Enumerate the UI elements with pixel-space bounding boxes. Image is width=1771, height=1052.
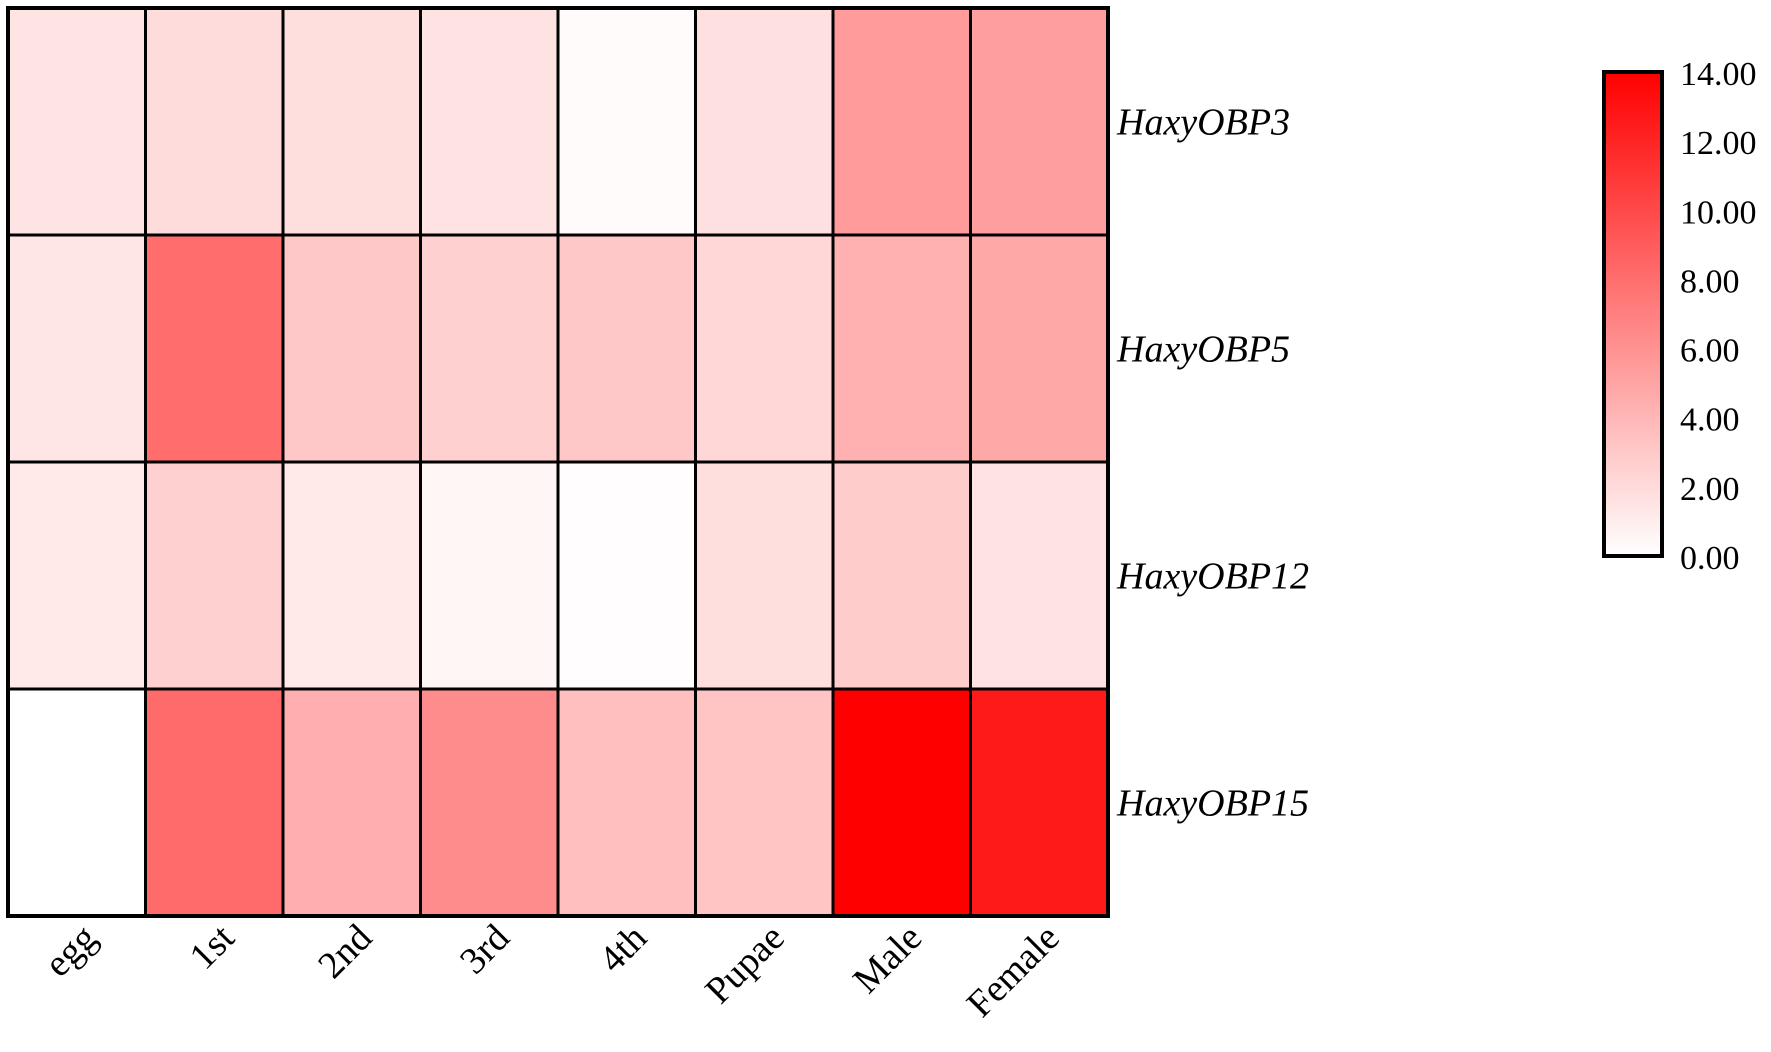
column-label: 3rd: [452, 917, 518, 983]
heatmap-cell-HaxyOBP15-3rd: [419, 687, 560, 918]
heatmap-cell-HaxyOBP5-egg: [6, 233, 147, 464]
color-scale-tick-label: 10.00: [1680, 194, 1757, 231]
color-scale-tick-label: 6.00: [1680, 333, 1740, 370]
heatmap-cell-HaxyOBP15-egg: [6, 687, 147, 918]
column-label: egg: [37, 917, 106, 986]
heatmap-cell-HaxyOBP12-1st: [144, 460, 285, 691]
color-scale-bar: [1602, 70, 1664, 558]
heatmap-cell-HaxyOBP12-2nd: [281, 460, 422, 691]
heatmap-cell-HaxyOBP3-2nd: [281, 6, 422, 237]
color-scale-tick-label: 2.00: [1680, 471, 1740, 508]
row-label: HaxyOBP15: [1116, 783, 1309, 825]
heatmap-cell-HaxyOBP12-Female: [969, 460, 1110, 691]
row-label: HaxyOBP5: [1116, 329, 1290, 371]
heatmap-cell-HaxyOBP12-egg: [6, 460, 147, 691]
column-labels: egg 1st 2nd 3rd 4th Pupae Male Female: [37, 916, 1068, 1025]
color-scale-tick-label: 8.00: [1680, 263, 1740, 300]
column-label: 2nd: [310, 917, 380, 987]
heatmap-cell-HaxyOBP15-4th: [556, 687, 697, 918]
heatmap-cell-HaxyOBP15-Male: [831, 687, 972, 918]
heatmap-cell-HaxyOBP3-egg: [6, 6, 147, 237]
heatmap-cell-HaxyOBP3-Male: [831, 6, 972, 237]
heatmap-cell-HaxyOBP3-4th: [556, 6, 697, 237]
row-labels: HaxyOBP3 HaxyOBP5 HaxyOBP12 HaxyOBP15: [1116, 102, 1309, 825]
heatmap-cell-HaxyOBP3-Pupae: [694, 6, 835, 237]
heatmap-cells: [6, 6, 1110, 918]
heatmap-cell-HaxyOBP5-Female: [969, 233, 1110, 464]
color-scale-tick-label: 14.00: [1680, 56, 1757, 93]
heatmap-cell-HaxyOBP5-4th: [556, 233, 697, 464]
heatmap-cell-HaxyOBP15-2nd: [281, 687, 422, 918]
heatmap-cell-HaxyOBP15-1st: [144, 687, 285, 918]
heatmap-cell-HaxyOBP15-Female: [969, 687, 1110, 918]
heatmap-cell-HaxyOBP5-Pupae: [694, 233, 835, 464]
heatmap-cell-HaxyOBP3-1st: [144, 6, 285, 237]
row-label: HaxyOBP3: [1116, 102, 1290, 144]
color-scale-tick-label: 0.00: [1680, 540, 1740, 577]
color-scale-tick-label: 4.00: [1680, 402, 1740, 439]
column-label: Female: [959, 917, 1068, 1026]
heatmap-cell-HaxyOBP5-Male: [831, 233, 972, 464]
heatmap-cell-HaxyOBP5-1st: [144, 233, 285, 464]
heatmap-border: [6, 6, 1110, 918]
column-label: Pupae: [697, 917, 792, 1012]
heatmap-cell-HaxyOBP15-Pupae: [694, 687, 835, 918]
color-scale-tick-label: 12.00: [1680, 125, 1757, 162]
color-scale-legend: 0.00 2.00 4.00 6.00 8.00 10.00 12.00 14.00: [1602, 56, 1757, 577]
heatmap-cell-HaxyOBP5-2nd: [281, 233, 422, 464]
heatmap-cell-HaxyOBP12-Pupae: [694, 460, 835, 691]
heatmap-cell-HaxyOBP5-3rd: [419, 233, 560, 464]
column-label: Male: [845, 917, 930, 1002]
heatmap-cell-HaxyOBP3-3rd: [419, 6, 560, 237]
heatmap-cell-HaxyOBP12-3rd: [419, 460, 560, 691]
column-label: 1st: [182, 916, 243, 977]
heatmap-cell-HaxyOBP12-4th: [556, 460, 697, 691]
heatmap-cell-HaxyOBP3-Female: [969, 6, 1110, 237]
row-label: HaxyOBP12: [1116, 556, 1309, 598]
heatmap-cell-HaxyOBP12-Male: [831, 460, 972, 691]
column-label: 4th: [591, 917, 655, 981]
